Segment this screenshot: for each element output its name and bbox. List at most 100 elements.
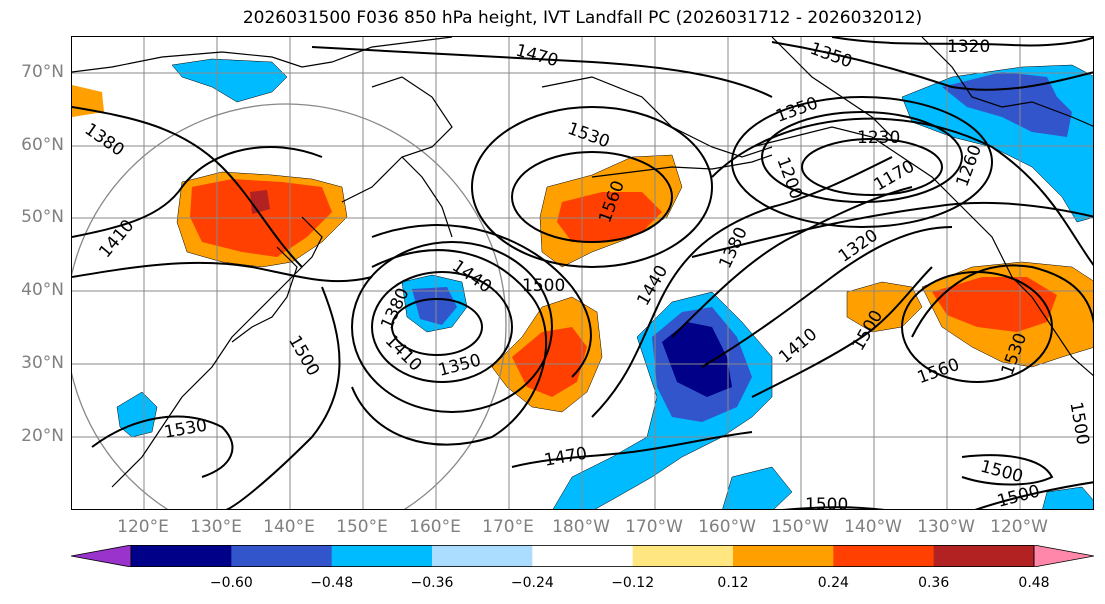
colorbar-segment — [231, 545, 333, 567]
colorbar-extend-max — [1033, 545, 1094, 567]
contour-1530-right — [911, 264, 1093, 338]
map-panel: 1470 1350 1320 1350 1530 1230 1170 1200 … — [71, 36, 1094, 510]
contour-1230-low — [801, 138, 943, 196]
contour-1410-left — [72, 146, 323, 238]
contour-label: 1410 — [775, 324, 821, 367]
contour-1350-top — [771, 41, 1093, 91]
lon-label: 130°E — [190, 517, 242, 537]
lon-label: 160°W — [698, 517, 756, 537]
lat-label: 60°N — [21, 135, 64, 155]
contour-1440-center — [591, 156, 893, 418]
contour-1410-cut — [351, 241, 553, 413]
colorbar-tick-label: −0.24 — [510, 575, 554, 591]
contour-1500-center — [371, 224, 592, 378]
colorbar-tick-label: 0.12 — [717, 575, 749, 591]
contour-label: 1440 — [633, 262, 672, 309]
lon-label: 150°E — [336, 517, 388, 537]
lon-label: 180°W — [552, 517, 610, 537]
contour-1500-br1 — [961, 454, 1054, 486]
colorbar-tick-label: −0.48 — [310, 575, 354, 591]
height-contours — [72, 37, 1093, 509]
contour-1380-left — [72, 106, 303, 268]
contour-label: 1320 — [835, 225, 882, 266]
contour-label: 1500 — [995, 481, 1042, 510]
lat-label: 40°N — [21, 280, 64, 300]
lon-label: 170°W — [625, 517, 683, 537]
colorbar-segment — [733, 545, 834, 567]
contour-label: 1470 — [513, 41, 560, 72]
map-title: 2026031500 F036 850 hPa height, IVT Land… — [242, 8, 923, 28]
contour-label: 1560 — [915, 355, 962, 389]
shade-navy-trough — [662, 322, 732, 397]
shade-blue-wpac — [116, 391, 158, 438]
colorbar-tick-label: −0.12 — [611, 575, 655, 591]
contour-1350-mid — [711, 117, 1093, 266]
lat-label: 30°N — [21, 353, 64, 373]
contour-label: 1500 — [522, 276, 565, 296]
contour-1380-center — [671, 186, 913, 338]
lon-label: 140°W — [844, 517, 902, 537]
colorbar-segment — [833, 545, 935, 567]
contour-label: 1260 — [952, 142, 986, 189]
contour-label: 1380 — [81, 119, 128, 160]
contour-1200-low — [761, 111, 963, 203]
graticule — [72, 37, 1093, 509]
contour-label: 1530 — [565, 119, 612, 153]
contour-1440-left — [72, 261, 373, 283]
contour-1260-low — [731, 96, 993, 228]
lat-label: 70°N — [21, 62, 64, 82]
colorbar-segment — [532, 545, 634, 567]
shade-red-npac — [557, 192, 662, 242]
contour-1470-bottom — [511, 431, 753, 468]
colorbar-tick-label: 0.36 — [918, 575, 950, 591]
contour-1500-br2 — [974, 481, 1093, 509]
contour-1440-cut — [351, 249, 547, 446]
colorbar — [71, 545, 1094, 567]
colorbar-tick-label: 0.48 — [1018, 575, 1050, 591]
colorbar-tick-label: −0.36 — [410, 575, 454, 591]
lon-label: 120°W — [990, 517, 1048, 537]
colorbar-extend-min — [71, 545, 132, 567]
map-canvas: 1470 1350 1320 1350 1530 1230 1170 1200 … — [72, 37, 1093, 510]
contour-1500-right — [751, 266, 933, 398]
contour-1530-npac — [471, 106, 713, 268]
shade-blue-siberia — [171, 58, 288, 103]
lon-label: 130°W — [917, 517, 975, 537]
shade-blue-bottom2 — [1042, 486, 1093, 509]
contour-1530-sw — [91, 415, 234, 478]
lon-label: 120°E — [117, 517, 169, 537]
contour-label: 1320 — [947, 37, 990, 57]
contour-1500-mid — [225, 286, 341, 509]
lon-label: 140°E — [263, 517, 315, 537]
lat-label: 20°N — [21, 426, 64, 446]
lon-label: 160°E — [409, 517, 461, 537]
colorbar-segment — [131, 545, 232, 567]
contour-1500-bottom — [782, 506, 885, 509]
contour-label: 1230 — [857, 128, 900, 148]
contour-1320-top — [831, 37, 1093, 47]
colorbar-segment — [331, 545, 433, 567]
colorbar-tick-label: 0.24 — [817, 575, 849, 591]
colorbar-segment — [632, 545, 734, 567]
contour-1410-center — [701, 226, 953, 368]
colorbar-segment — [933, 545, 1035, 567]
contour-1320-mid — [691, 201, 1093, 258]
contour-1560-npac — [511, 151, 673, 243]
contour-label: 1350 — [807, 39, 854, 73]
colorbar-segment — [432, 545, 533, 567]
contour-1470-top — [311, 46, 773, 98]
colorbar-segments — [71, 545, 1094, 567]
shade-blue-bottom1 — [722, 466, 793, 509]
lon-label: 150°W — [771, 517, 829, 537]
shade-darkblue-canada — [942, 72, 1072, 137]
shade-darkblue-ljapan — [412, 287, 457, 325]
contour-label: 1500 — [805, 495, 848, 510]
lat-label: 50°N — [21, 207, 64, 227]
contour-1380-cut — [371, 271, 513, 383]
lon-label: 170°E — [482, 517, 534, 537]
colorbar-border — [130, 545, 1035, 567]
colorbar-tick-label: −0.60 — [209, 575, 253, 591]
contour-1350-cut — [391, 298, 483, 356]
contour-label: 1530 — [163, 416, 209, 443]
contour-label: 1500 — [1065, 400, 1092, 446]
